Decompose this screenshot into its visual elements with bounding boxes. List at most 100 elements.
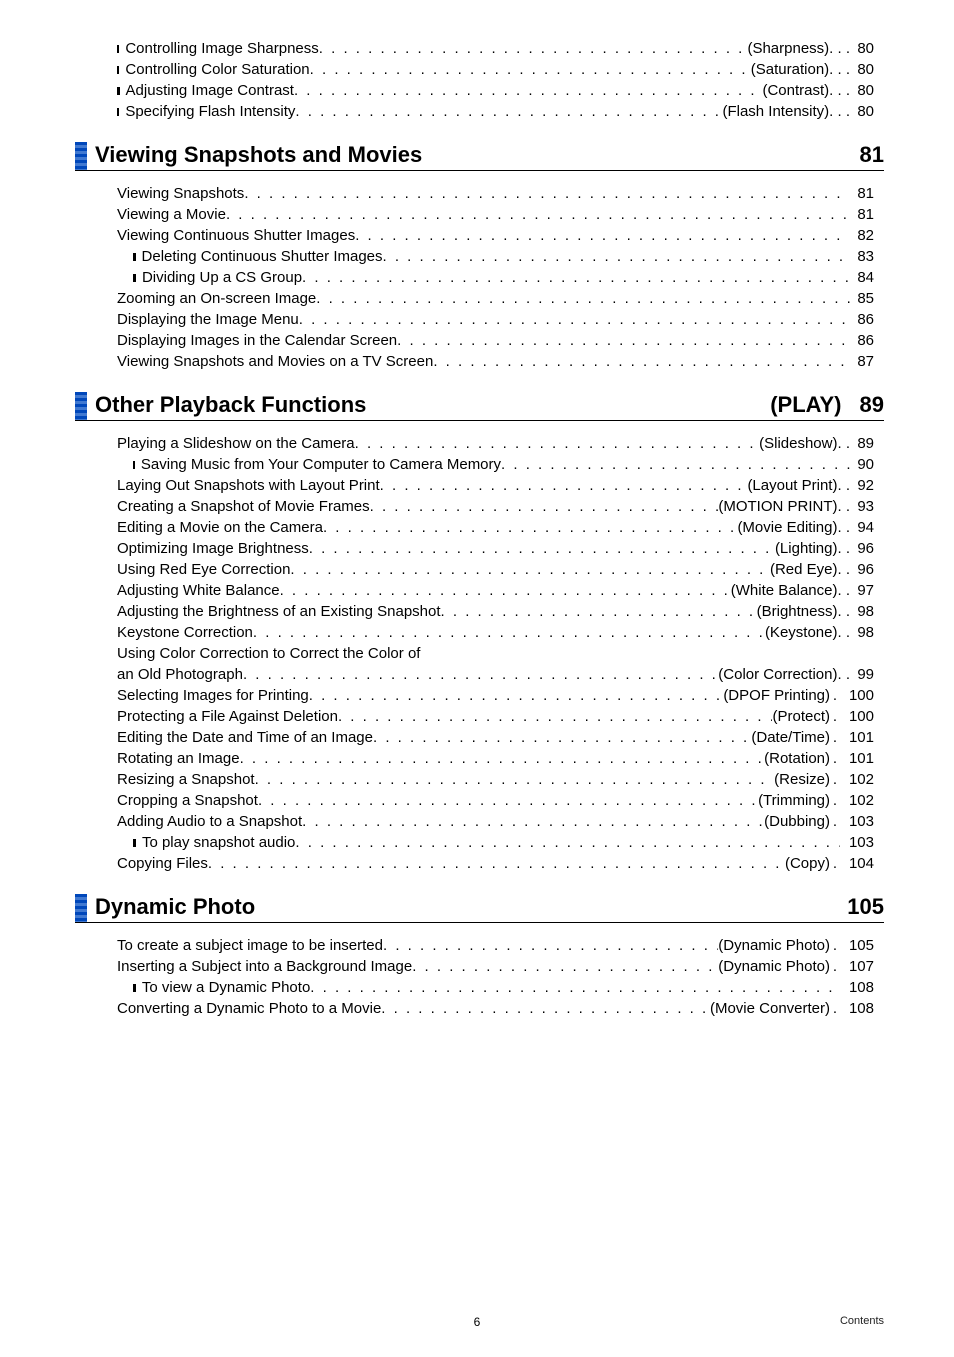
bullet-icon	[133, 461, 135, 469]
entry-tag: (Keystone)	[765, 624, 838, 641]
entry-label: Controlling Color Saturation	[125, 61, 309, 78]
section-page: 89	[860, 392, 884, 418]
toc-entry: Viewing Continuous Shutter Images 82	[117, 227, 874, 244]
section-header-viewing: Viewing Snapshots and Movies 81	[75, 142, 884, 171]
toc-entry: Cropping a Snapshot (Trimming) . 102	[117, 792, 874, 809]
entry-sep: .	[830, 708, 840, 725]
entry-sep: . . .	[829, 103, 850, 120]
entry-tag: (Movie Editing)	[737, 519, 837, 536]
entry-sep: .	[830, 729, 840, 746]
entry-page: 103	[840, 813, 874, 830]
bullet-icon	[133, 984, 136, 992]
entry-leader-dots	[258, 792, 758, 809]
entry-leader-dots	[381, 1000, 710, 1017]
entry-page: 101	[840, 729, 874, 746]
entry-tag: (MOTION PRINT)	[718, 498, 837, 515]
toc-entry: Editing a Movie on the Camera (Movie Edi…	[117, 519, 874, 536]
entry-leader-dots	[302, 269, 850, 286]
entry-page: 108	[840, 979, 874, 996]
toc-entry: Copying Files (Copy) . 104	[117, 855, 874, 872]
entry-page: 105	[840, 937, 874, 954]
toc-entry: Editing the Date and Time of an Image (D…	[117, 729, 874, 746]
entry-sep: . .	[837, 498, 850, 515]
entry-page: 97	[850, 582, 874, 599]
entry-page: 83	[850, 248, 874, 265]
entry-label: Optimizing Image Brightness	[117, 540, 309, 557]
entry-leader-dots	[338, 708, 773, 725]
bullet-icon	[133, 839, 136, 847]
toc-entry: Laying Out Snapshots with Layout Print (…	[117, 477, 874, 494]
toc-entry: Converting a Dynamic Photo to a Movie (M…	[117, 1000, 874, 1017]
entry-tag: (Protect)	[772, 708, 830, 725]
entry-leader-dots	[316, 290, 850, 307]
section3-list: To create a subject image to be inserted…	[75, 937, 884, 1017]
toc-entry: Creating a Snapshot of Movie Frames (MOT…	[117, 498, 874, 515]
entry-leader-dots	[255, 771, 775, 788]
toc-entry: Selecting Images for Printing (DPOF Prin…	[117, 687, 874, 704]
entry-leader-dots	[243, 666, 718, 683]
entry-leader-dots	[309, 540, 775, 557]
footer-section-label: Contents	[840, 1315, 884, 1327]
entry-page: 85	[850, 290, 874, 307]
entry-page: 108	[840, 1000, 874, 1017]
entry-page: 80	[850, 82, 874, 99]
toc-entry: Optimizing Image Brightness (Lighting) .…	[117, 540, 874, 557]
entry-leader-dots	[244, 185, 850, 202]
toc-entry: Viewing Snapshots and Movies on a TV Scr…	[117, 353, 874, 370]
entry-sep: . . .	[829, 61, 850, 78]
bullet-icon	[133, 253, 136, 261]
toc-entry: Resizing a Snapshot (Resize) . 102	[117, 771, 874, 788]
entry-label: Viewing Snapshots and Movies on a TV Scr…	[117, 353, 433, 370]
entry-sep: .	[830, 937, 840, 954]
entry-label: Adding Audio to a Snapshot	[117, 813, 302, 830]
entry-label: Editing the Date and Time of an Image	[117, 729, 373, 746]
entry-label: Displaying the Image Menu	[117, 311, 299, 328]
entry-label: Inserting a Subject into a Background Im…	[117, 958, 412, 975]
entry-sep: . .	[837, 561, 850, 578]
bullet-icon	[117, 66, 119, 74]
entry-page: 100	[840, 687, 874, 704]
toc-entry: Displaying Images in the Calendar Screen…	[117, 332, 874, 349]
bullet-icon	[117, 87, 120, 95]
entry-sep: .	[830, 958, 840, 975]
entry-page: 98	[850, 624, 874, 641]
entry-leader-dots	[310, 979, 840, 996]
toc-entry: To create a subject image to be inserted…	[117, 937, 874, 954]
entry-page: 90	[850, 456, 874, 473]
toc-entry: Adding Audio to a Snapshot (Dubbing) . 1…	[117, 813, 874, 830]
entry-label: Dividing Up a CS Group	[142, 269, 302, 286]
entry-page: 86	[850, 332, 874, 349]
entry-label: Laying Out Snapshots with Layout Print	[117, 477, 380, 494]
toc-subentry: Dividing Up a CS Group 84	[117, 269, 874, 286]
entry-tag: (Brightness)	[757, 603, 838, 620]
section-header-dynamic-photo: Dynamic Photo 105	[75, 894, 884, 923]
entry-label: Converting a Dynamic Photo to a Movie	[117, 1000, 381, 1017]
toc-entry-line1: Using Color Correction to Correct the Co…	[117, 645, 874, 662]
toc-subentry: Controlling Image Sharpness (Sharpness) …	[117, 40, 874, 57]
section-title: Dynamic Photo	[95, 894, 829, 920]
entry-tag: (Dynamic Photo)	[718, 937, 830, 954]
entry-sep: . .	[837, 666, 850, 683]
entry-page: 96	[850, 561, 874, 578]
entry-label: Deleting Continuous Shutter Images	[142, 248, 383, 265]
toc-subentry: To play snapshot audio 103	[117, 834, 874, 851]
toc-entry: Keystone Correction (Keystone) . . 98	[117, 624, 874, 641]
toc-entry: Adjusting the Brightness of an Existing …	[117, 603, 874, 620]
entry-page: 100	[840, 708, 874, 725]
toc-subentry: Adjusting Image Contrast (Contrast) . . …	[117, 82, 874, 99]
entry-label: Adjusting White Balance	[117, 582, 280, 599]
section-page: 105	[847, 894, 884, 920]
entry-page: 80	[850, 103, 874, 120]
toc-entry: Adjusting White Balance (White Balance) …	[117, 582, 874, 599]
entry-leader-dots	[295, 834, 840, 851]
entry-leader-dots	[355, 227, 850, 244]
toc-entry: Zooming an On-screen Image 85	[117, 290, 874, 307]
entry-label: Adjusting Image Contrast	[126, 82, 294, 99]
toc-entry: an Old Photograph (Color Correction) . .…	[117, 666, 874, 683]
entry-leader-dots	[370, 498, 719, 515]
entry-tag: (Dynamic Photo)	[718, 958, 830, 975]
section2-list: Playing a Slideshow on the Camera (Slide…	[75, 435, 884, 872]
entry-label: Saving Music from Your Computer to Camer…	[141, 456, 501, 473]
entry-label: Resizing a Snapshot	[117, 771, 255, 788]
toc-subentry: To view a Dynamic Photo 108	[117, 979, 874, 996]
